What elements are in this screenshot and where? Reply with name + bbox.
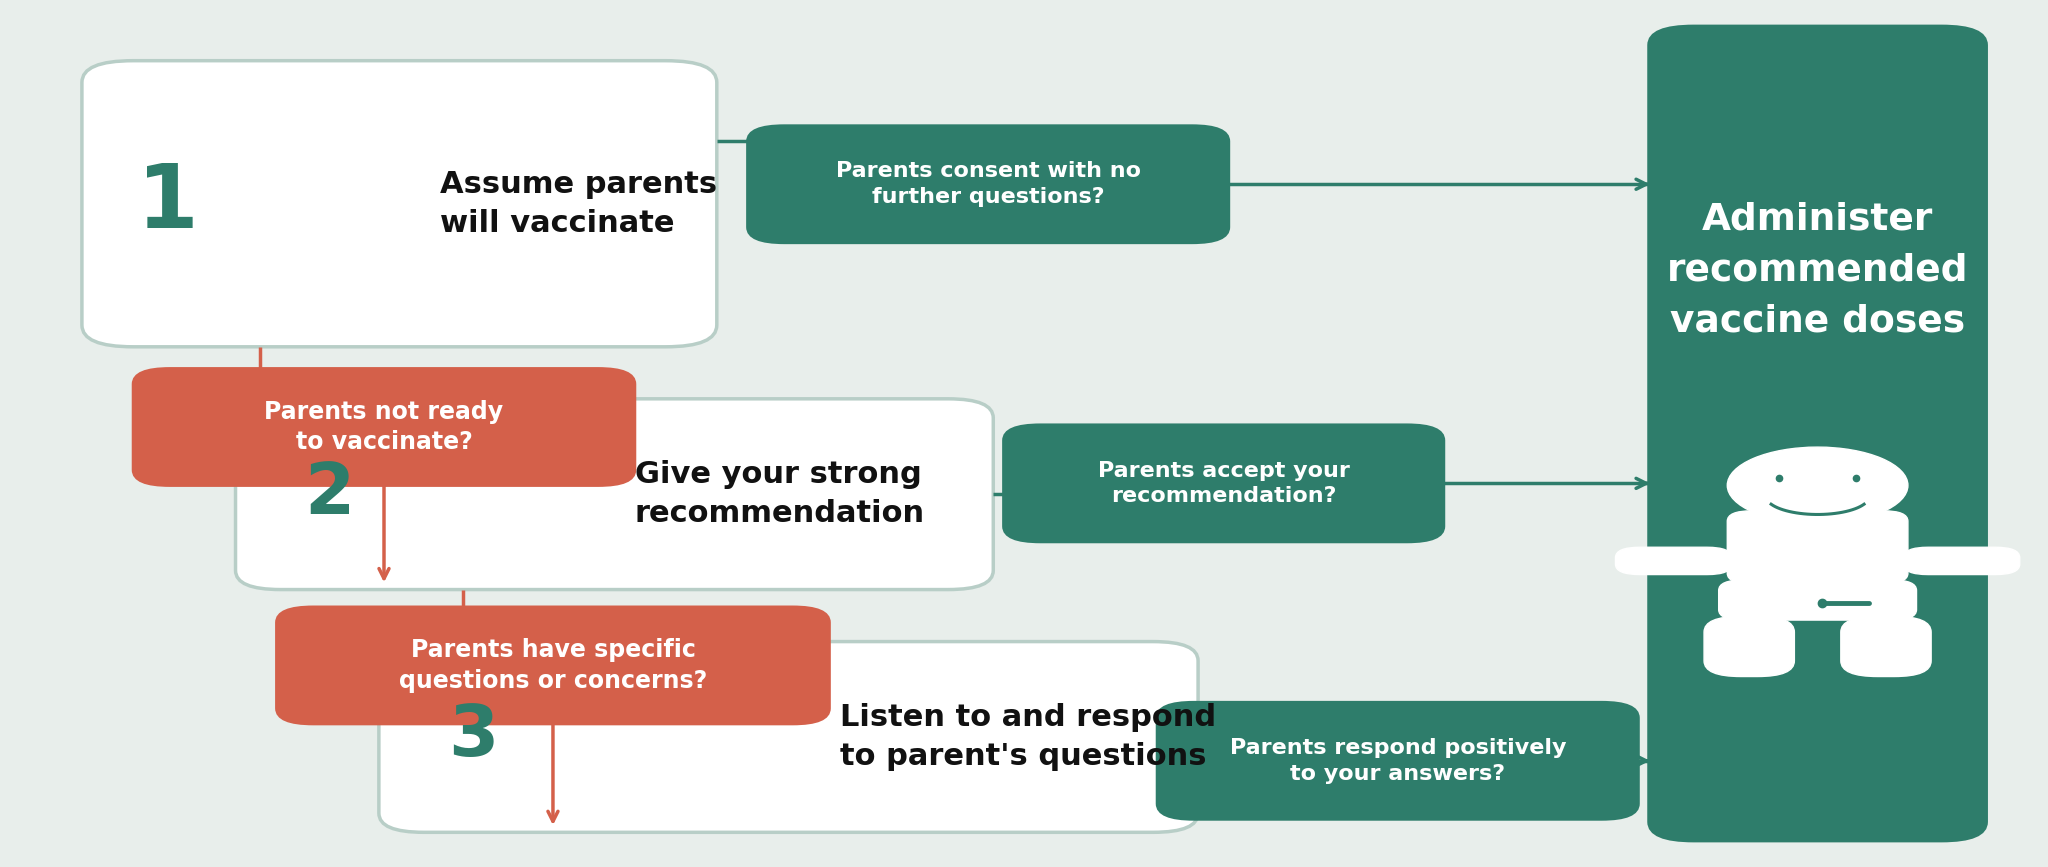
FancyBboxPatch shape: [1726, 511, 1909, 583]
Text: Parents consent with no
further questions?: Parents consent with no further question…: [836, 161, 1141, 207]
FancyBboxPatch shape: [1004, 425, 1444, 542]
FancyBboxPatch shape: [748, 126, 1229, 243]
Text: Parents have specific
questions or concerns?: Parents have specific questions or conce…: [399, 638, 707, 693]
Text: Assume parents
will vaccinate: Assume parents will vaccinate: [440, 170, 717, 238]
FancyBboxPatch shape: [1841, 616, 1931, 676]
FancyBboxPatch shape: [379, 642, 1198, 832]
Text: Parents respond positively
to your answers?: Parents respond positively to your answe…: [1229, 738, 1567, 784]
Text: 3: 3: [449, 702, 498, 772]
Text: Give your strong
recommendation: Give your strong recommendation: [635, 460, 926, 528]
FancyBboxPatch shape: [1905, 547, 2019, 575]
Text: Parents accept your
recommendation?: Parents accept your recommendation?: [1098, 460, 1350, 506]
FancyBboxPatch shape: [82, 61, 717, 347]
Text: Parents not ready
to vaccinate?: Parents not ready to vaccinate?: [264, 400, 504, 454]
FancyBboxPatch shape: [276, 607, 829, 724]
Text: Administer
recommended
vaccine doses: Administer recommended vaccine doses: [1667, 201, 1968, 340]
Circle shape: [1726, 447, 1909, 524]
Text: 2: 2: [305, 460, 354, 529]
FancyBboxPatch shape: [1616, 547, 1733, 575]
FancyBboxPatch shape: [1704, 616, 1794, 676]
FancyBboxPatch shape: [236, 399, 993, 590]
FancyBboxPatch shape: [133, 368, 635, 486]
Text: 1: 1: [137, 160, 199, 247]
FancyBboxPatch shape: [1157, 702, 1638, 819]
FancyBboxPatch shape: [1718, 580, 1917, 620]
Text: Listen to and respond
to parent's questions: Listen to and respond to parent's questi…: [840, 703, 1217, 771]
FancyBboxPatch shape: [1649, 26, 1987, 841]
